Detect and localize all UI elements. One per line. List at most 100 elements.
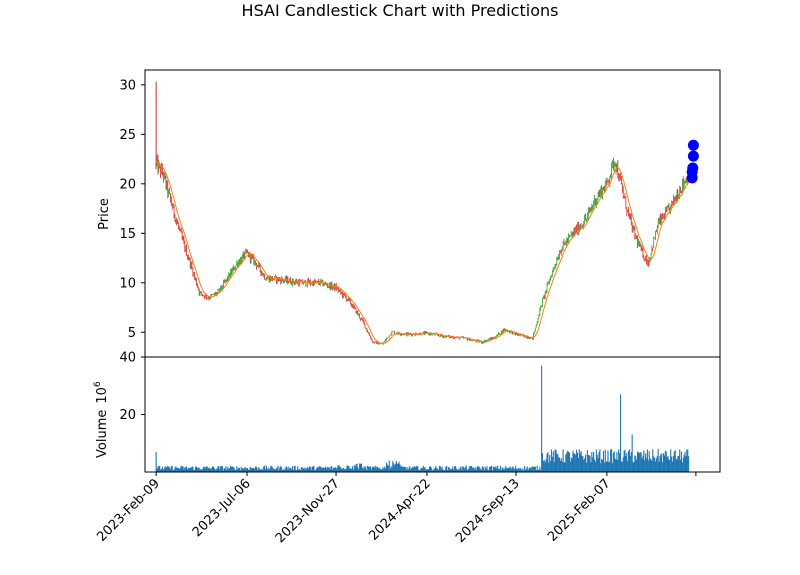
volume-bar bbox=[684, 451, 686, 472]
volume-bar bbox=[270, 465, 272, 472]
volume-bar bbox=[451, 469, 453, 472]
volume-bar bbox=[223, 467, 225, 472]
volume-bar bbox=[458, 469, 460, 472]
volume-bar bbox=[461, 469, 463, 472]
volume-bar bbox=[672, 455, 674, 472]
volume-bar bbox=[341, 469, 343, 472]
volume-bar bbox=[676, 459, 678, 472]
volume-bar bbox=[593, 451, 595, 472]
volume-bar bbox=[221, 466, 223, 472]
volume-bar bbox=[304, 467, 306, 472]
volume-bar bbox=[374, 467, 376, 472]
volume-bar bbox=[443, 470, 445, 472]
volume-bar bbox=[169, 469, 172, 472]
volume-bar bbox=[438, 465, 440, 472]
volume-bar bbox=[489, 466, 492, 472]
volume-bar bbox=[299, 469, 301, 472]
volume-bar bbox=[319, 466, 321, 472]
volume-bar bbox=[217, 466, 219, 472]
volume-bar bbox=[240, 466, 242, 472]
volume-bar bbox=[422, 465, 424, 472]
volume-bar bbox=[255, 466, 258, 472]
volume-bar bbox=[312, 466, 314, 472]
volume-bar bbox=[681, 462, 683, 472]
volume-bar bbox=[347, 465, 349, 472]
volume-bar bbox=[403, 466, 406, 472]
volume-bar bbox=[567, 450, 569, 472]
volume-bar bbox=[285, 466, 287, 472]
volume-bar bbox=[203, 467, 206, 472]
volume-bar bbox=[192, 466, 194, 472]
volume-y-label-exponent-power: 6 bbox=[93, 381, 103, 387]
volume-bar bbox=[675, 458, 677, 472]
volume-bar bbox=[541, 365, 543, 472]
volume-bar bbox=[214, 469, 216, 472]
price-y-tick-label: 25 bbox=[119, 128, 136, 143]
volume-bar bbox=[557, 454, 559, 472]
volume-bar bbox=[437, 468, 439, 472]
volume-bar bbox=[427, 469, 429, 472]
volume-bar bbox=[237, 468, 239, 472]
volume-bar bbox=[201, 469, 203, 472]
volume-bar bbox=[324, 468, 326, 472]
volume-bar bbox=[345, 468, 347, 472]
volume-bar bbox=[507, 468, 509, 472]
volume-bar bbox=[313, 465, 315, 472]
volume-bar bbox=[432, 469, 434, 472]
volume-bar bbox=[602, 459, 604, 472]
volume-bar bbox=[655, 458, 657, 472]
volume-bar bbox=[462, 466, 464, 472]
volume-bar bbox=[680, 459, 682, 472]
volume-bar bbox=[241, 468, 243, 472]
volume-bar bbox=[428, 468, 430, 472]
volume-bar bbox=[375, 465, 377, 472]
price-y-tick-label: 15 bbox=[119, 227, 136, 242]
volume-bar bbox=[547, 452, 549, 472]
x-axis-ticks: 2023-Feb-09 2023-Jul-06 2023-Nov-27 2024-Ap… bbox=[94, 472, 697, 546]
volume-bar bbox=[208, 468, 210, 472]
volume-bar bbox=[479, 467, 481, 472]
volume-bar bbox=[588, 455, 590, 472]
volume-bar bbox=[515, 466, 517, 472]
volume-bar bbox=[261, 468, 263, 472]
volume-bar bbox=[645, 453, 647, 472]
volume-bar bbox=[641, 458, 643, 472]
volume-bar bbox=[483, 470, 485, 472]
volume-bar bbox=[182, 466, 184, 472]
volume-bar bbox=[305, 469, 307, 472]
volume-bar bbox=[349, 468, 351, 472]
volume-bar bbox=[203, 466, 205, 472]
volume-bar bbox=[585, 454, 587, 472]
volume-bar bbox=[536, 465, 538, 472]
volume-bar bbox=[225, 466, 227, 472]
volume-bar bbox=[168, 466, 170, 472]
volume-bar bbox=[541, 453, 544, 472]
volume-bar bbox=[167, 465, 169, 472]
volume-bar bbox=[195, 466, 198, 472]
price-series bbox=[155, 81, 699, 345]
volume-bar bbox=[513, 468, 515, 472]
volume-bar bbox=[258, 468, 260, 472]
volume-bars bbox=[155, 365, 690, 472]
x-tick-label: 2025-Feb-07 bbox=[545, 476, 614, 545]
volume-bar bbox=[478, 466, 480, 472]
volume-bar bbox=[526, 466, 528, 472]
volume-bar bbox=[338, 465, 340, 472]
volume-bar bbox=[482, 467, 484, 472]
volume-bar bbox=[492, 466, 494, 472]
volume-bar bbox=[389, 469, 391, 472]
volume-bar bbox=[502, 469, 504, 472]
volume-bar bbox=[281, 467, 283, 472]
volume-bar bbox=[430, 467, 432, 472]
volume-bar bbox=[556, 453, 558, 472]
volume-bar bbox=[238, 468, 240, 472]
volume-bar bbox=[322, 467, 324, 472]
volume-bar bbox=[679, 449, 681, 472]
volume-bar bbox=[453, 469, 455, 472]
volume-bar bbox=[401, 465, 403, 472]
volume-bar bbox=[342, 468, 345, 472]
volume-bar bbox=[561, 461, 563, 472]
volume-bar bbox=[394, 463, 397, 472]
volume-bar bbox=[550, 449, 553, 472]
